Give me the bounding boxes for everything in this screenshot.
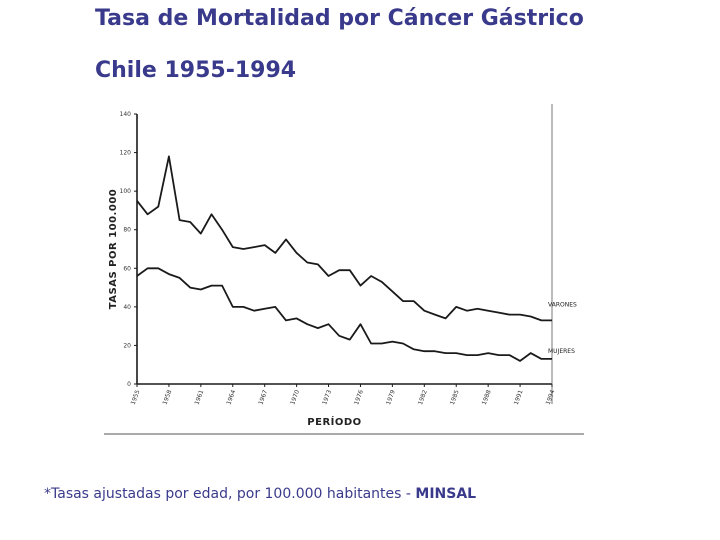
y-tick-label: 80: [123, 227, 131, 234]
y-axis-title: TASAS POR 100.000: [108, 189, 119, 309]
labels-layer: VARONES MUJERES TASAS POR 100.000 PERÍODO: [108, 189, 577, 428]
y-tick-label: 20: [123, 342, 131, 349]
y-tick-label: 60: [123, 265, 131, 272]
x-tick-label: 1991: [513, 389, 525, 406]
x-tick-label: 1988: [481, 389, 493, 406]
x-tick-label: 1985: [449, 389, 461, 406]
axes-layer: [104, 104, 584, 435]
x-tick-label: 1961: [194, 389, 206, 406]
series-label-varones: VARONES: [548, 301, 577, 308]
x-tick-label: 1958: [162, 389, 174, 406]
y-tick-label: 140: [120, 111, 132, 118]
x-tick-label: 1970: [289, 389, 301, 406]
series-line-varones: [136, 155, 552, 322]
x-tick-label: 1982: [417, 389, 429, 406]
mortality-line-chart: 0 20 40 60 80 100 120 140 1955 1958 1961 1964 1967 19…: [104, 104, 584, 435]
series-layer: [136, 155, 552, 362]
x-tick-label: 1994: [545, 389, 557, 406]
x-tick-label: 1976: [353, 389, 365, 406]
chart-figure: 0 20 40 60 80 100 120 140 1955 1958 1961 1964 1967 19…: [104, 104, 584, 436]
y-tick-label: 100: [120, 188, 132, 195]
footnote-source: MINSAL: [415, 486, 477, 502]
series-line-mujeres: [136, 267, 552, 362]
chart-title-line-1: Tasa de Mortalidad por Cáncer Gástrico: [95, 6, 584, 31]
ticks-layer: 0 20 40 60 80 100 120 140 1955 1958 1961 1964 1967 19…: [120, 111, 557, 406]
x-tick-label: 1964: [225, 389, 237, 406]
x-tick-label: 1967: [257, 389, 269, 406]
series-label-mujeres: MUJERES: [548, 348, 575, 355]
y-tick-label: 120: [120, 150, 132, 157]
footnote: *Tasas ajustadas por edad, por 100.000 h…: [44, 486, 476, 502]
x-tick-label: 1979: [385, 389, 397, 406]
y-tick-label: 40: [123, 304, 131, 311]
chart-title-line-2: Chile 1955-1994: [95, 58, 297, 83]
footnote-text: *Tasas ajustadas por edad, por 100.000 h…: [44, 486, 416, 502]
y-tick-label: 0: [127, 381, 131, 388]
x-axis-title: PERÍODO: [307, 415, 361, 428]
x-tick-label: 1973: [321, 389, 333, 406]
x-tick-label: 1955: [130, 389, 142, 406]
